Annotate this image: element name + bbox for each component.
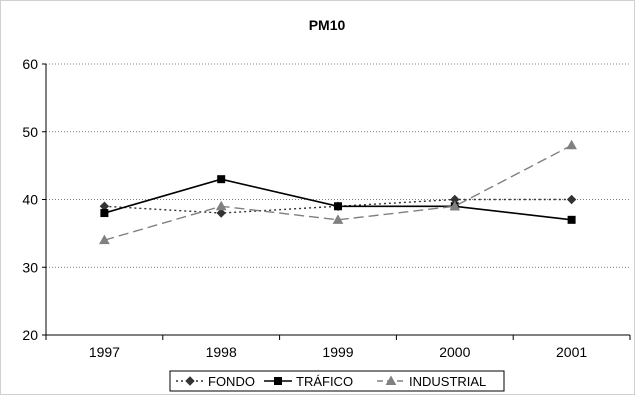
x-tick-label: 2000 (439, 344, 470, 360)
data-point (100, 209, 109, 218)
series-group (99, 139, 577, 245)
x-tick-label: 1997 (89, 344, 120, 360)
data-point (449, 200, 461, 211)
x-tick-label: 1998 (206, 344, 237, 360)
legend-entry: TRÁFICO (264, 374, 353, 389)
y-tick-label: 60 (22, 56, 38, 72)
series-industrial (99, 139, 577, 245)
series-line (104, 144, 572, 241)
y-tick-label: 20 (22, 327, 38, 343)
data-point (99, 234, 110, 245)
legend-label: FONDO (208, 374, 255, 389)
data-point (566, 194, 577, 205)
legend-marker (385, 375, 397, 385)
y-tick-label: 30 (22, 259, 38, 275)
data-point (334, 202, 342, 211)
data-point (217, 175, 226, 184)
legend-label: INDUSTRIAL (409, 374, 486, 389)
y-tick-label: 40 (22, 192, 38, 208)
chart-title: PM10 (309, 17, 346, 33)
legend-label: TRÁFICO (296, 374, 353, 389)
data-point (566, 139, 577, 150)
gridlines (46, 63, 630, 268)
data-point (216, 208, 226, 218)
legend-entry: INDUSTRIAL (377, 374, 486, 389)
x-tick-label: 2001 (556, 344, 587, 360)
legend-entry: FONDO (176, 374, 255, 389)
legend-box (169, 370, 505, 392)
legend-marker (185, 376, 195, 386)
data-point (215, 200, 227, 211)
y-axis-ticks: 20 30 40 50 60 (22, 56, 46, 343)
y-tick-label: 50 (22, 124, 38, 140)
data-point (332, 214, 344, 224)
legend: FONDO TRÁFICO INDUSTRIAL (169, 370, 505, 392)
data-point (567, 215, 576, 224)
x-axis-ticks: 1997 1998 1999 2000 2001 (45, 335, 631, 360)
legend-marker (274, 377, 282, 385)
x-tick-label: 1999 (322, 344, 353, 360)
